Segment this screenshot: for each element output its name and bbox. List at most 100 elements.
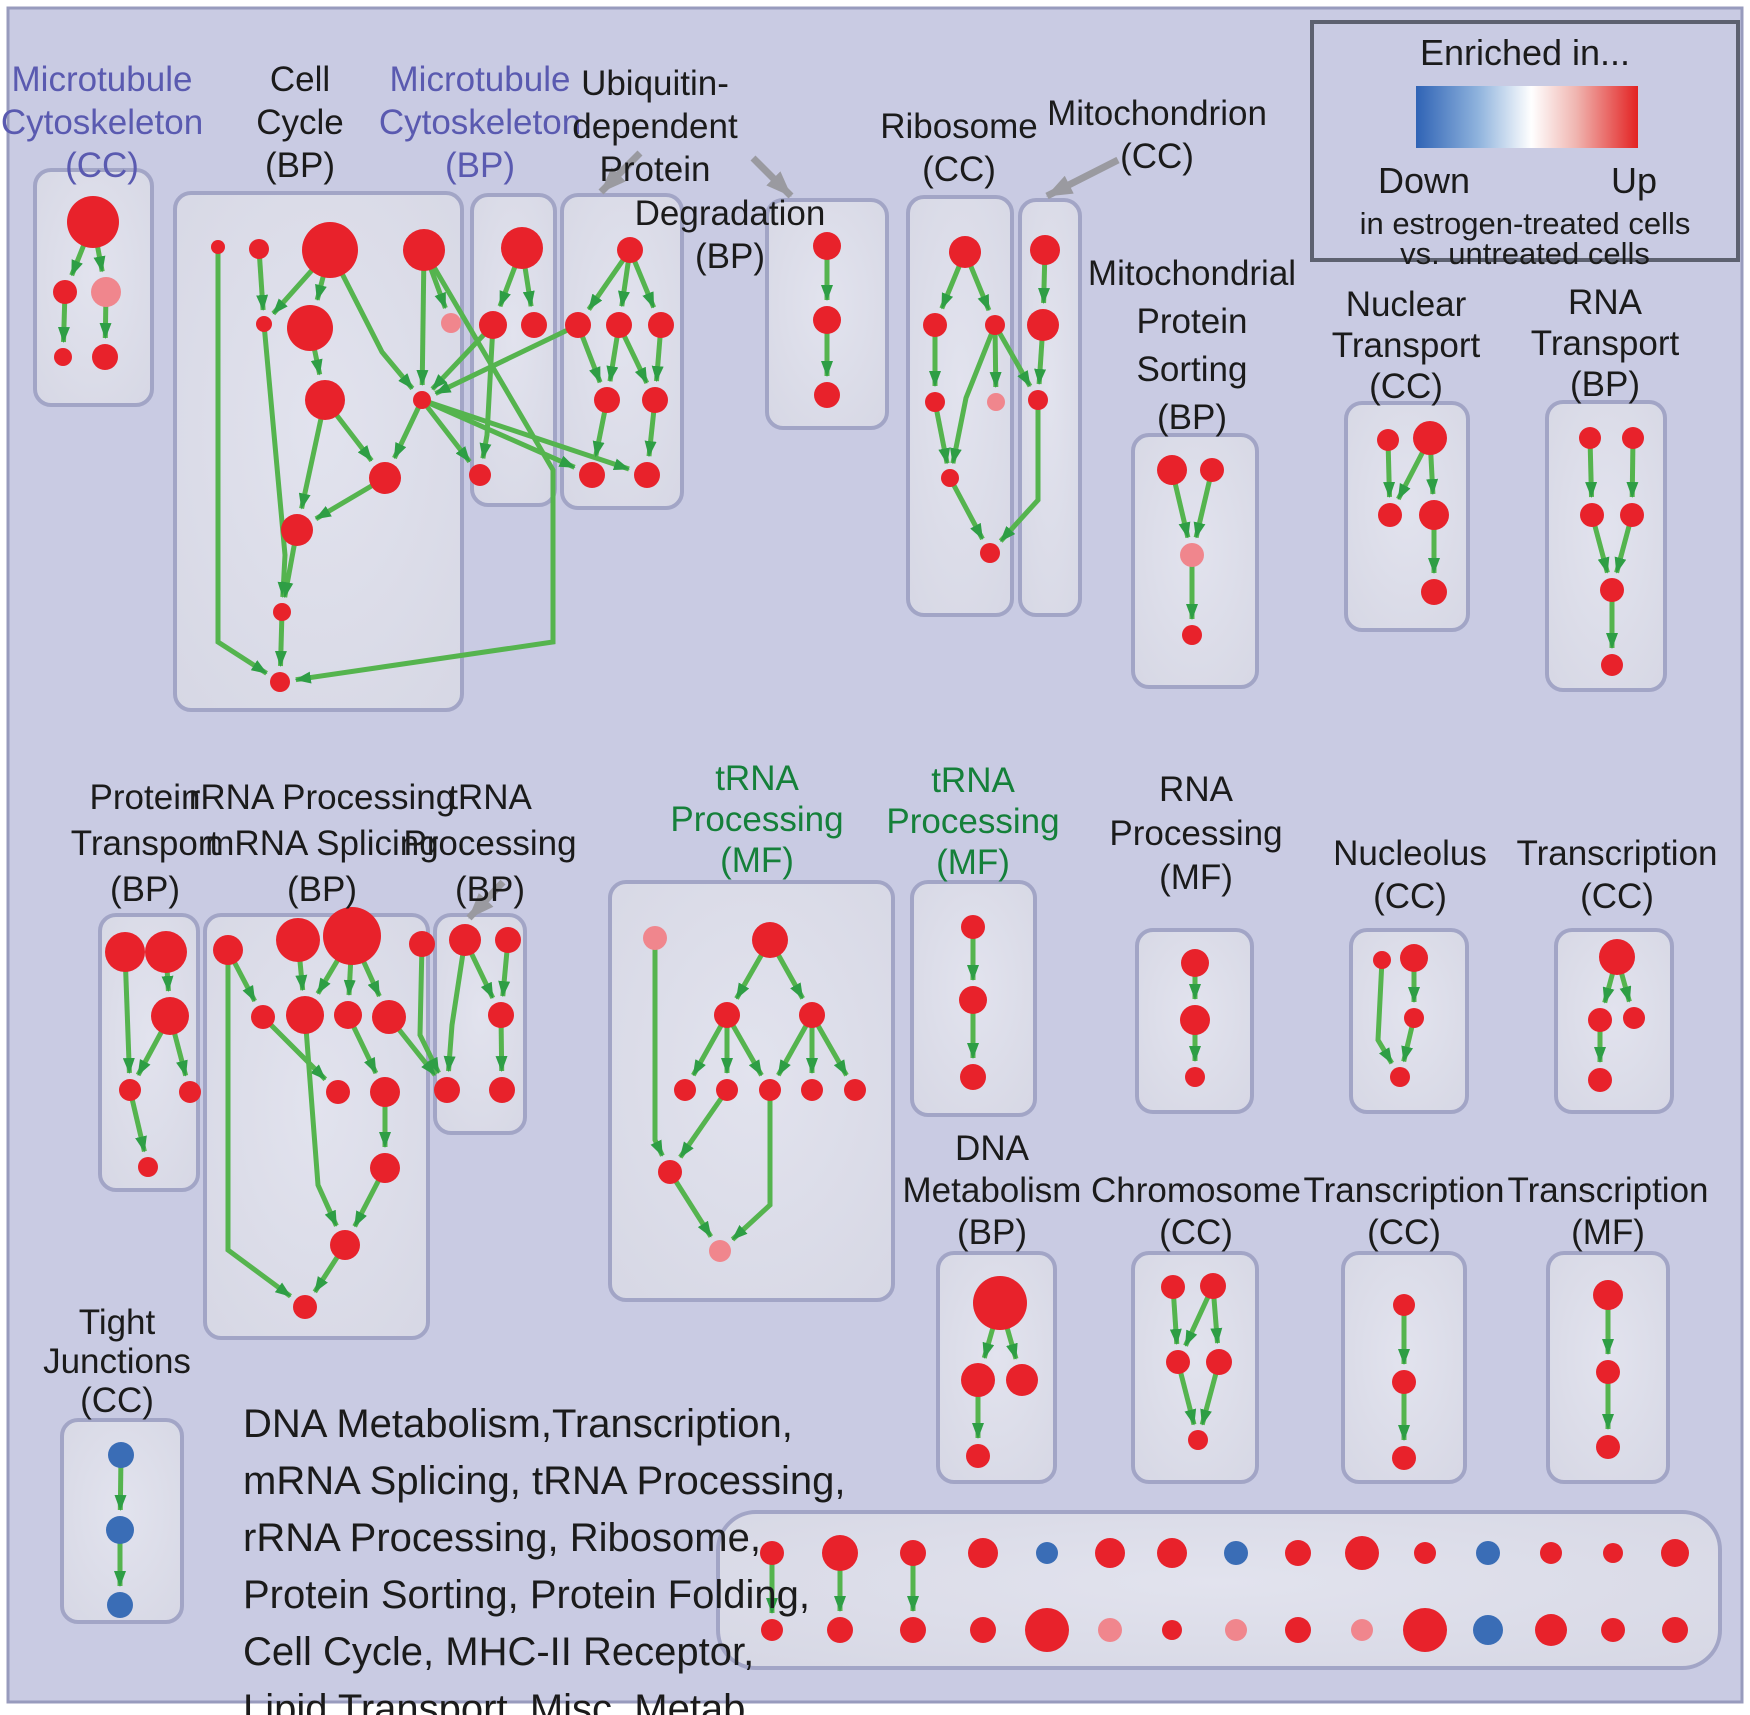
node-dm1 <box>973 1276 1027 1330</box>
edge-rr1-rr13 <box>225 950 292 1299</box>
edge-cc9-ub8 <box>421 397 630 472</box>
node-rr12 <box>330 1230 360 1260</box>
edge-cc9-cc10 <box>392 398 425 460</box>
node-rr9 <box>326 1080 350 1104</box>
node-ub3 <box>606 312 632 338</box>
node-nu4 <box>1390 1067 1410 1087</box>
node-mc2 <box>53 280 77 304</box>
node-tm3 <box>1596 1435 1620 1459</box>
node-rr11 <box>370 1153 400 1183</box>
node-pt3 <box>151 997 189 1035</box>
node-nt4 <box>1419 500 1449 530</box>
node-cc7 <box>441 313 461 333</box>
node-gm1 <box>643 926 667 950</box>
node-smt11 <box>1414 1542 1436 1564</box>
node-rb7 <box>980 543 1000 563</box>
edge-rb3-mi3 <box>992 323 1033 388</box>
legend-subtitle-2: vs. untreated cells <box>1400 236 1650 271</box>
node-gm11 <box>709 1240 731 1262</box>
node-smb4 <box>970 1617 996 1643</box>
node-smt5 <box>1036 1542 1058 1564</box>
node-nu1 <box>1373 951 1391 969</box>
summary-text-line: DNA Metabolism,Transcription, <box>243 1402 793 1446</box>
summary-text-line: Lipid Transport, Misc. Metab. <box>243 1687 757 1715</box>
node-cc5 <box>256 316 272 332</box>
node-qp2 <box>1180 1005 1210 1035</box>
node-smt9 <box>1285 1540 1311 1566</box>
node-ps3 <box>1180 543 1204 567</box>
legend-down-label: Down <box>1377 160 1471 201</box>
node-smt10 <box>1345 1536 1379 1570</box>
node-uc3 <box>814 382 840 408</box>
node-smt12 <box>1476 1541 1500 1565</box>
node-nt1 <box>1377 429 1399 451</box>
node-gm4 <box>799 1002 825 1028</box>
node-smb6 <box>1098 1618 1122 1642</box>
node-tj1 <box>108 1442 134 1468</box>
node-smb12 <box>1473 1615 1503 1645</box>
node-rr4 <box>409 931 435 957</box>
node-gm8 <box>801 1079 823 1101</box>
node-smt7 <box>1157 1538 1187 1568</box>
node-mc5 <box>92 344 118 370</box>
node-rb5 <box>987 393 1005 411</box>
node-cc13 <box>270 672 290 692</box>
node-ps2 <box>1200 458 1224 482</box>
node-smb10 <box>1351 1619 1373 1641</box>
node-rr10 <box>370 1077 400 1107</box>
node-gm9 <box>844 1079 866 1101</box>
node-smt6 <box>1095 1538 1125 1568</box>
node-rr3 <box>323 907 381 965</box>
node-rr13 <box>293 1295 317 1319</box>
node-rb1 <box>949 236 981 268</box>
node-cc4 <box>403 229 445 271</box>
node-cc12 <box>273 603 291 621</box>
edge-mi3-rb7 <box>998 400 1041 543</box>
node-smb8 <box>1225 1619 1247 1641</box>
node-ub7 <box>579 462 605 488</box>
node-qp3 <box>1185 1067 1205 1087</box>
node-dm3 <box>1006 1364 1038 1396</box>
node-ps1 <box>1157 455 1187 485</box>
node-dm4 <box>966 1444 990 1468</box>
node-tc1 <box>1599 939 1635 975</box>
node-cc9 <box>413 391 431 409</box>
node-smb3 <box>900 1617 926 1643</box>
node-smb2 <box>827 1617 853 1643</box>
node-ub2 <box>565 312 591 338</box>
node-smb13 <box>1535 1614 1567 1646</box>
node-rr6 <box>286 996 324 1034</box>
node-ub8 <box>634 462 660 488</box>
node-smb7 <box>1162 1620 1182 1640</box>
node-mi1 <box>1030 235 1060 265</box>
node-tb5 <box>489 1077 515 1103</box>
label-pointer-arrow-4 <box>466 879 506 921</box>
node-tb1 <box>449 924 481 956</box>
node-nu2 <box>1400 944 1428 972</box>
node-rr8 <box>372 1000 406 1034</box>
node-dm2 <box>961 1363 995 1397</box>
node-rb6 <box>941 469 959 487</box>
node-tb4 <box>434 1077 460 1103</box>
edge-cc3-cc9 <box>327 248 415 391</box>
node-ch1 <box>1161 1275 1185 1299</box>
node-rr2 <box>276 918 320 962</box>
edge-cc9-ub7 <box>420 397 576 470</box>
node-tc3 <box>1623 1007 1645 1029</box>
node-rb2 <box>923 313 947 337</box>
edge-mb2-mb4 <box>479 324 496 460</box>
node-ub6 <box>642 387 668 413</box>
node-smt14 <box>1603 1543 1623 1563</box>
node-tb3 <box>488 1002 514 1028</box>
node-ch2 <box>1200 1273 1226 1299</box>
edge-rr5-rr9 <box>261 1015 328 1082</box>
edge-cc1-cc13 <box>215 247 268 676</box>
node-smt15 <box>1661 1539 1689 1567</box>
node-tc2 <box>1588 1008 1612 1032</box>
node-ch5 <box>1188 1430 1208 1450</box>
node-nu3 <box>1404 1008 1424 1028</box>
cluster-box-transcription-cc-mid <box>1554 928 1674 1114</box>
node-cc6 <box>287 305 333 351</box>
node-mi2 <box>1027 309 1059 341</box>
edge-rb3-rb5 <box>989 324 1002 388</box>
